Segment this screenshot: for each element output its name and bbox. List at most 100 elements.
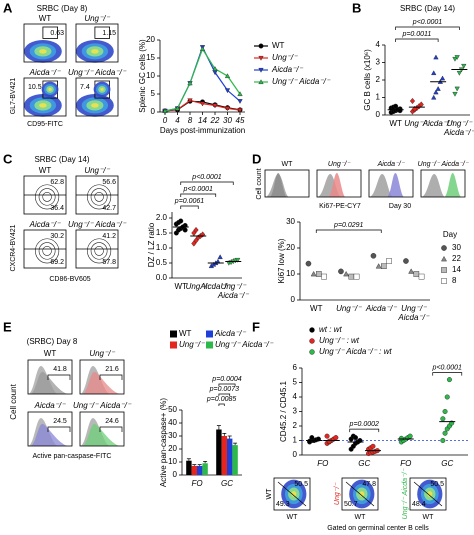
quadrant-value: 69.2	[50, 259, 64, 266]
gate	[99, 374, 123, 380]
plot-frame	[273, 477, 311, 511]
bar	[221, 436, 227, 475]
point	[353, 273, 360, 280]
point	[452, 56, 458, 62]
gate-value: 50.5	[294, 481, 308, 488]
plot-frame	[27, 359, 73, 395]
bar	[227, 438, 233, 475]
contour	[94, 246, 104, 256]
x-tick-label: Aicda⁻/⁻	[199, 282, 231, 291]
point	[199, 46, 206, 52]
bracket	[218, 383, 236, 386]
point	[440, 438, 446, 444]
x-axis-label: CD86-BV605	[49, 276, 90, 283]
point	[212, 66, 218, 71]
error-bar	[192, 464, 197, 466]
point	[258, 43, 264, 49]
bar	[197, 465, 203, 475]
error-bar	[227, 435, 232, 439]
y-axis-label: Splenic GC cells (%)	[138, 39, 147, 113]
plot-frame	[420, 169, 466, 198]
point	[182, 227, 188, 233]
y-tick-label: 5	[293, 378, 298, 387]
gate-value: 49.3	[276, 501, 290, 508]
point	[461, 63, 467, 69]
point	[305, 260, 312, 267]
legend-label: 14	[452, 265, 461, 274]
plot-frame	[75, 229, 119, 269]
point	[412, 105, 418, 112]
gate-value: 10.5	[28, 84, 42, 91]
point	[199, 101, 206, 107]
density	[359, 491, 365, 497]
legend-label: wt : wt	[319, 325, 342, 334]
y-axis-label: GC B cells (x10⁶)	[363, 49, 372, 111]
y-tick-label: 4	[376, 40, 381, 49]
point	[370, 252, 377, 259]
x-axis-label: WT	[355, 514, 367, 521]
plot-label: Aicda⁻/⁻	[34, 401, 66, 410]
legend-label: Ung⁻/⁻ Aicda⁻/⁻ : wt	[319, 347, 392, 356]
y-axis-label: Active pan-caspase+ (%)	[159, 398, 168, 487]
point	[441, 255, 447, 262]
point	[237, 108, 243, 113]
x-tick-label: GC	[358, 459, 370, 468]
panel-title: SRBC (Day 14)	[34, 155, 89, 164]
gate-value: 24.5	[53, 418, 67, 425]
plot-label: Ung⁻/⁻ Aicda⁻/⁻	[68, 68, 127, 77]
contour	[87, 238, 112, 264]
x-tick-label: Ung⁻/⁻ Aicda⁻/⁻	[217, 282, 249, 300]
gate-value: 21.6	[105, 366, 119, 373]
x-tick-label: FO	[191, 479, 202, 488]
point	[370, 443, 376, 449]
contour	[94, 192, 104, 202]
point	[309, 349, 315, 355]
error-bar	[197, 464, 202, 466]
bracket	[218, 393, 231, 396]
y-tick-label: 0.5	[156, 258, 168, 267]
legend-swatch	[170, 330, 177, 338]
quadrant-value: 62.8	[50, 179, 64, 186]
plot-label: WT	[266, 488, 273, 500]
error-bar	[222, 433, 227, 436]
point	[441, 278, 447, 284]
plot-frame	[368, 169, 414, 198]
point	[187, 80, 193, 86]
p-value: p<0.0001	[183, 186, 213, 193]
p-value: p=0.0002	[349, 421, 379, 428]
point	[258, 67, 264, 73]
point	[224, 106, 231, 112]
legend-label: 22	[452, 254, 461, 263]
plot-frame	[23, 175, 67, 215]
point	[440, 416, 446, 422]
plot-label: Ung⁻/⁻	[328, 161, 351, 168]
x-tick-label: WT	[175, 282, 188, 291]
point	[258, 55, 264, 61]
gate	[47, 426, 71, 432]
plot-label: WT	[39, 14, 52, 23]
point	[375, 263, 382, 269]
legend-swatch	[206, 330, 213, 338]
gate	[413, 481, 443, 507]
y-tick-label: 30	[168, 431, 177, 440]
plot-frame	[23, 23, 67, 63]
point	[258, 79, 264, 85]
x-tick-label: 0	[163, 116, 168, 125]
p-value: p=0.0061	[174, 198, 204, 205]
point	[353, 435, 359, 441]
gate-value: 50.7	[344, 501, 358, 508]
bracket	[218, 403, 225, 406]
point	[187, 98, 193, 104]
legend-swatch	[206, 341, 213, 349]
gate-value: 24.6	[105, 418, 119, 425]
gate	[47, 374, 71, 380]
point	[237, 91, 243, 97]
plot-frame	[264, 169, 310, 198]
y-tick-label: 3	[376, 58, 381, 67]
x-axis-label: Ki67-PE-CY7	[319, 203, 361, 210]
y-tick-label: 10	[286, 269, 295, 278]
point	[397, 108, 403, 114]
p-value: p<0.0001	[191, 174, 221, 181]
x-tick-label: WT	[310, 304, 323, 313]
y-tick-label: 2	[376, 75, 381, 84]
